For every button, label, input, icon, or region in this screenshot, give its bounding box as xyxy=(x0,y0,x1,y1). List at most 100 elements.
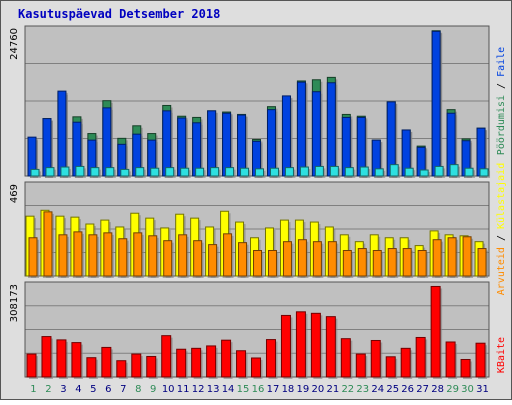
x-tick-label: 17 xyxy=(267,384,280,395)
legend-series-name: KBaite xyxy=(496,337,507,373)
x-tick-label: 1 xyxy=(30,384,36,395)
kbyte-bar xyxy=(71,342,82,378)
x-tick-label: 28 xyxy=(431,384,444,395)
visitor-bar xyxy=(297,239,307,277)
kbyte-bar xyxy=(355,353,366,378)
x-tick-label: 29 xyxy=(446,384,459,395)
kbyte-bar xyxy=(41,336,52,378)
hit-bar xyxy=(296,81,306,177)
legend-series-name: Arvuteid xyxy=(496,247,507,295)
visitor-bar xyxy=(58,234,68,277)
hit-bar xyxy=(222,112,232,177)
file-bar xyxy=(150,167,160,177)
visitor-bar xyxy=(477,248,487,277)
kbyte-bar xyxy=(86,357,97,378)
kbyte-bar xyxy=(460,358,471,378)
file-bar xyxy=(240,167,250,177)
kbyte-bar xyxy=(325,316,336,378)
x-tick-label: 11 xyxy=(177,384,190,395)
kbyte-bar xyxy=(430,285,441,378)
hit-bar xyxy=(326,82,336,177)
file-bar xyxy=(269,167,279,177)
kbyte-bar xyxy=(236,350,247,378)
legend-series-name: Pöördumisi xyxy=(496,95,507,155)
hit-bar xyxy=(57,90,67,177)
hit-bar xyxy=(207,110,217,177)
x-tick-label: 19 xyxy=(297,384,310,395)
kbyte-bar xyxy=(340,338,351,378)
kbyte-bar xyxy=(146,355,157,378)
hit-bar xyxy=(281,95,291,177)
chart-title: Kasutuspäevad Detsember 2018 xyxy=(18,7,221,21)
file-bar xyxy=(374,168,384,177)
file-bar xyxy=(389,164,399,177)
kbyte-bar xyxy=(221,339,232,378)
file-bar xyxy=(105,167,115,177)
x-tick-label: 5 xyxy=(90,384,96,395)
visitor-bar xyxy=(327,241,337,277)
x-tick-label: 18 xyxy=(282,384,295,395)
file-bar xyxy=(195,167,205,177)
visitor-bar xyxy=(447,237,457,277)
visitor-bar xyxy=(387,248,397,277)
x-tick-label: 25 xyxy=(386,384,399,395)
kbyte-bar xyxy=(26,353,37,378)
visitor-bar xyxy=(43,211,53,277)
x-tick-label: 24 xyxy=(371,384,384,395)
x-tick-label: 10 xyxy=(162,384,175,395)
file-bar xyxy=(329,165,339,177)
kbyte-bar xyxy=(161,335,172,378)
visitor-bar xyxy=(103,232,113,277)
file-bar xyxy=(464,167,474,177)
visitor-bar xyxy=(402,248,412,277)
kbyte-bar xyxy=(310,312,321,378)
visitor-bar xyxy=(282,241,292,277)
visitor-bar xyxy=(178,234,188,277)
file-bar xyxy=(75,165,85,177)
visitor-bar xyxy=(73,231,83,277)
file-bar xyxy=(30,168,40,177)
visitor-bar xyxy=(148,235,158,277)
file-bar xyxy=(449,164,459,177)
visitor-bar xyxy=(342,249,352,277)
file-bar xyxy=(45,167,55,177)
x-tick-label: 8 xyxy=(135,384,141,395)
x-tick-label: 14 xyxy=(222,384,235,395)
file-bar xyxy=(225,167,235,177)
x-tick-label: 7 xyxy=(120,384,126,395)
file-bar xyxy=(434,165,444,177)
x-tick-label: 31 xyxy=(476,384,489,395)
visitor-bar xyxy=(28,237,38,277)
x-tick-label: 13 xyxy=(207,384,220,395)
legend-series-name: Külastajaid xyxy=(496,163,507,229)
x-tick-label: 16 xyxy=(252,384,265,395)
kbyte-bar xyxy=(280,314,291,378)
x-tick-label: 9 xyxy=(150,384,156,395)
visitor-bar xyxy=(223,233,233,277)
x-tick-label: 4 xyxy=(75,384,81,395)
visitor-bar xyxy=(118,238,128,277)
kbyte-bar xyxy=(295,311,306,378)
x-tick-label: 26 xyxy=(401,384,414,395)
visitor-bar xyxy=(357,248,367,277)
hit-bar xyxy=(311,91,321,177)
kbyte-bar xyxy=(191,347,202,378)
kbyte-bar xyxy=(445,341,456,378)
kbyte-bar xyxy=(116,360,127,378)
kbyte-bar xyxy=(385,356,396,378)
bottom-ytick-label: 308173 xyxy=(9,284,20,322)
visitor-bar xyxy=(372,249,382,277)
x-tick-label: 30 xyxy=(461,384,474,395)
hit-bar xyxy=(102,107,112,177)
x-tick-label: 27 xyxy=(416,384,429,395)
visitor-bar xyxy=(88,234,98,277)
legend-separator: / xyxy=(496,77,507,95)
visitor-bar xyxy=(253,249,263,277)
hit-bar xyxy=(162,110,172,177)
kbyte-bar xyxy=(251,357,262,378)
file-bar xyxy=(299,166,309,177)
legend-separator: / xyxy=(496,229,507,247)
x-tick-label: 15 xyxy=(237,384,250,395)
